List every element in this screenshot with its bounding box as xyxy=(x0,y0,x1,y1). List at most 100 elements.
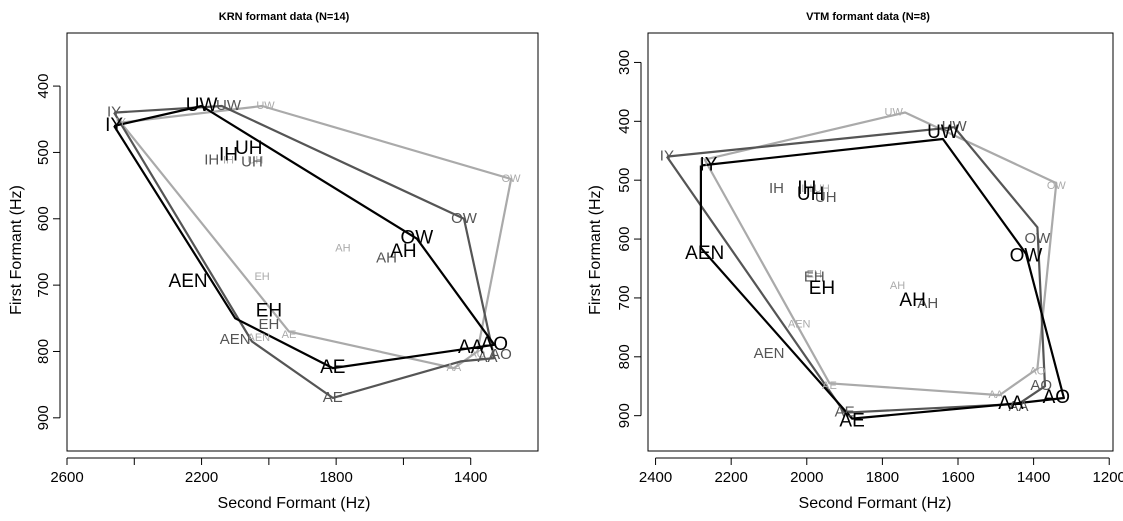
vowel-label: AO xyxy=(490,346,512,363)
y-tick-label: 700 xyxy=(616,285,633,310)
vowel-label: AA xyxy=(1008,398,1028,415)
vowel-label: AH xyxy=(390,241,416,262)
vowel-label: IH xyxy=(219,145,238,166)
plot-frame xyxy=(647,32,1114,452)
vowel-label: AEN xyxy=(788,318,811,330)
vowel-polygon xyxy=(113,104,496,399)
y-tick-label: 400 xyxy=(616,109,633,134)
y-tick-label: 600 xyxy=(616,227,633,252)
vowel-label: AA xyxy=(447,362,462,374)
x-tick-label: 1800 xyxy=(866,469,899,486)
vowel-polygon xyxy=(703,111,1058,397)
vowel-label: EH xyxy=(254,271,269,283)
y-tick-label: 300 xyxy=(616,50,633,75)
vowel-label: IH xyxy=(801,183,812,195)
vowel-label: EH xyxy=(258,316,279,333)
y-tick-label: 700 xyxy=(35,273,52,298)
vowel-label: AH xyxy=(917,295,938,312)
vowel-label: AE xyxy=(835,404,855,421)
vowel-label: AA xyxy=(998,393,1024,414)
vowel-label: IY xyxy=(105,115,123,136)
vowel-label: AE xyxy=(822,380,837,392)
y-axis-label: First Formant (Hz) xyxy=(587,185,604,315)
chart-title: VTM formant data (N=8) xyxy=(806,11,930,23)
x-tick-label: 2600 xyxy=(50,469,83,486)
y-tick-label: 800 xyxy=(35,339,52,364)
plot-frame xyxy=(66,32,539,452)
vowel-label: UH xyxy=(815,189,837,206)
x-tick-label: 1800 xyxy=(319,469,352,486)
vowel-label: OW xyxy=(1010,246,1043,267)
vtm-panel: VTM formant data (N=8) Second Formant (H… xyxy=(587,11,1123,512)
vowel-label: UH xyxy=(235,138,262,159)
vowel-label: IY xyxy=(107,104,121,121)
vowel-label: UW xyxy=(927,122,959,143)
vowel-label: AO xyxy=(469,349,485,361)
vowel-label: OW xyxy=(1024,230,1051,247)
vowel-label: AEN xyxy=(169,271,208,292)
vowel-label: AO xyxy=(1029,365,1045,377)
vowel-label: AE xyxy=(839,411,864,432)
vowel-label: IH xyxy=(204,151,219,168)
x-tick-label: 1400 xyxy=(454,469,487,486)
x-axis-label: Second Formant (Hz) xyxy=(218,495,371,512)
vowel-label: AH xyxy=(376,250,397,267)
y-tick-label: 900 xyxy=(616,403,633,428)
vowel-label: OW xyxy=(502,173,522,185)
vowel-label: AE xyxy=(323,389,343,406)
vowel-label: EH xyxy=(256,301,282,322)
vowel-polygon xyxy=(113,104,496,370)
vowel-label: UH xyxy=(241,153,263,170)
vowel-label: AO xyxy=(481,334,508,355)
vowel-label: AE xyxy=(320,357,345,378)
x-tick-label: 2200 xyxy=(185,469,218,486)
vowel-label: UH xyxy=(797,184,824,205)
vowel-label: AH xyxy=(335,243,350,255)
x-tick-label: 1200 xyxy=(1093,469,1123,486)
vowel-label: UH xyxy=(814,183,830,195)
vowel-label: IY xyxy=(700,155,718,176)
vowel-label: IH xyxy=(223,154,234,166)
vowel-label: IH xyxy=(769,180,784,197)
vowel-polygon xyxy=(665,126,1047,414)
x-tick-label: 2400 xyxy=(639,469,672,486)
x-tick-label: 1400 xyxy=(1017,469,1050,486)
vowel-label: OW xyxy=(401,228,434,249)
x-axis-label: Second Formant (Hz) xyxy=(799,495,952,512)
vowel-label: AA xyxy=(988,389,1003,401)
vowel-label: EH xyxy=(809,278,835,299)
vowel-label: AO xyxy=(1030,377,1052,394)
krn-panel: KRN formant data (N=14) Second Formant (… xyxy=(8,11,539,512)
vowel-label: IY xyxy=(699,156,710,168)
vowel-label: UW xyxy=(885,106,904,118)
vowel-label: AEN xyxy=(685,243,724,264)
vowel-label: AEN xyxy=(754,345,785,362)
vowel-polygon xyxy=(119,104,513,370)
vowel-label: UW xyxy=(216,97,242,114)
y-tick-label: 500 xyxy=(35,140,52,165)
vowel-label: AH xyxy=(899,290,925,311)
vowel-label: UW xyxy=(942,118,968,135)
y-tick-label: 500 xyxy=(616,168,633,193)
y-tick-label: 400 xyxy=(35,74,52,99)
x-tick-label: 2000 xyxy=(790,469,823,486)
vowel-label: IY xyxy=(660,148,674,165)
x-tick-label: 1600 xyxy=(941,469,974,486)
vowel-label: EH xyxy=(807,268,822,280)
vowel-label: AO xyxy=(1043,387,1070,408)
y-tick-label: 600 xyxy=(35,206,52,231)
vowel-label: AH xyxy=(890,280,905,292)
vowel-label: OW xyxy=(451,210,478,227)
vowel-label: IH xyxy=(797,178,816,199)
vowel-label: EH xyxy=(804,268,825,285)
chart-title: KRN formant data (N=14) xyxy=(219,11,350,23)
vowel-label: IY xyxy=(116,117,127,129)
vowel-label: OW xyxy=(1047,180,1067,192)
vowel-label: AA xyxy=(477,349,497,366)
vowel-label: UW xyxy=(256,100,275,112)
vowel-label: AEN xyxy=(220,331,251,348)
y-axis-label: First Formant (Hz) xyxy=(8,185,25,315)
y-tick-label: 900 xyxy=(35,405,52,430)
vowel-label: AA xyxy=(458,337,484,358)
